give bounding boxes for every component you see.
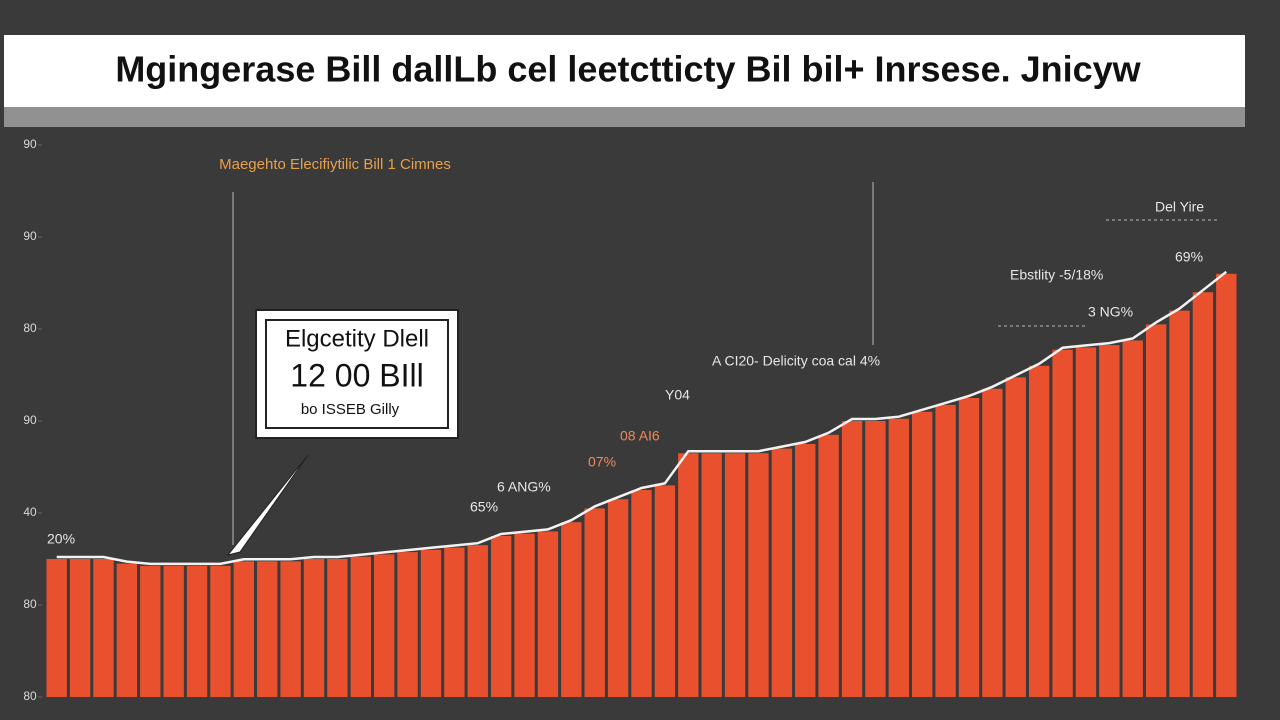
y-tick-label: 80 xyxy=(23,321,37,335)
annotation: Del Yire xyxy=(1155,199,1204,215)
bar xyxy=(373,554,395,697)
annotation: 08 AI6 xyxy=(620,428,660,444)
bar xyxy=(233,561,255,697)
bar xyxy=(397,552,418,697)
y-tick-label: 90 xyxy=(23,137,37,151)
bar xyxy=(678,453,699,697)
chart-subtitle: Maegehto Elecifiytilic Bill 1 Cimnes xyxy=(219,156,451,173)
plot-area xyxy=(46,270,1237,697)
bar xyxy=(865,421,886,697)
bar xyxy=(631,490,652,697)
bar xyxy=(958,398,980,697)
bar xyxy=(303,559,325,697)
bar xyxy=(116,563,138,697)
bar xyxy=(1192,292,1214,697)
callout-text: 12 00 BIll xyxy=(290,357,423,393)
y-tick-label: 90 xyxy=(23,229,37,243)
bar xyxy=(350,556,371,697)
annotation: Ebstlity -5/18% xyxy=(1010,267,1103,283)
annotation: Y04 xyxy=(665,387,690,403)
title-banner-edge xyxy=(4,107,1245,127)
bar xyxy=(327,559,348,697)
y-tick-label: 40 xyxy=(23,505,37,519)
callout-inner xyxy=(265,319,449,429)
bar xyxy=(935,404,956,697)
bar xyxy=(912,411,933,697)
callout-pointer xyxy=(226,454,309,556)
bar xyxy=(420,549,442,697)
y-tick-label: 90 xyxy=(23,413,37,427)
annotation: 65% xyxy=(470,499,498,515)
bar xyxy=(1005,377,1026,697)
callout-box xyxy=(255,309,459,439)
bar xyxy=(46,559,67,697)
bar xyxy=(514,533,535,697)
callout-text: Elgcetity Dlell xyxy=(285,325,429,352)
callout-text: bo ISSEB Gilly xyxy=(301,401,400,418)
bar xyxy=(186,565,208,697)
bar xyxy=(1145,324,1167,697)
bar xyxy=(841,421,863,697)
bar xyxy=(1075,347,1097,697)
bar xyxy=(561,522,582,697)
y-tick-label: 80 xyxy=(23,689,37,703)
bar xyxy=(1099,345,1120,697)
bar xyxy=(1052,349,1073,697)
bar xyxy=(724,453,746,697)
trend-line xyxy=(56,270,1228,566)
bar xyxy=(818,434,839,697)
title-banner xyxy=(4,35,1245,107)
bar xyxy=(467,545,488,697)
annotation: 3 NG% xyxy=(1088,304,1133,320)
bar xyxy=(280,561,301,697)
bar xyxy=(210,565,231,697)
bar xyxy=(444,547,465,697)
annotation: 6 ANG% xyxy=(497,479,551,495)
bar xyxy=(888,418,910,697)
bar xyxy=(490,536,512,697)
bar xyxy=(771,448,793,697)
annotation: 69% xyxy=(1175,249,1203,265)
bar xyxy=(584,508,605,697)
annotation: 20% xyxy=(47,531,75,547)
bar xyxy=(69,559,91,697)
chart-title: Mgingerase Bill dallLb cel leetctticty B… xyxy=(115,49,1141,90)
bar xyxy=(795,444,816,697)
bar xyxy=(257,561,278,697)
bar xyxy=(982,388,1003,697)
bar xyxy=(537,531,559,697)
bar xyxy=(140,565,161,697)
bar xyxy=(748,453,769,697)
bar xyxy=(654,485,676,697)
bar xyxy=(93,559,114,697)
bar xyxy=(607,499,629,697)
annotation: 07% xyxy=(588,454,616,470)
callout: Elgcetity Dlell 12 00 BIll bo ISSEB Gill… xyxy=(226,309,459,556)
bar xyxy=(1216,273,1237,697)
bar xyxy=(1028,365,1050,697)
y-tick-label: 80 xyxy=(23,597,37,611)
annotation: A CI20- Delicity coa cal 4% xyxy=(712,353,880,369)
bar xyxy=(163,565,184,697)
bar xyxy=(701,453,722,697)
bar xyxy=(1169,310,1190,697)
bar xyxy=(1122,340,1143,697)
